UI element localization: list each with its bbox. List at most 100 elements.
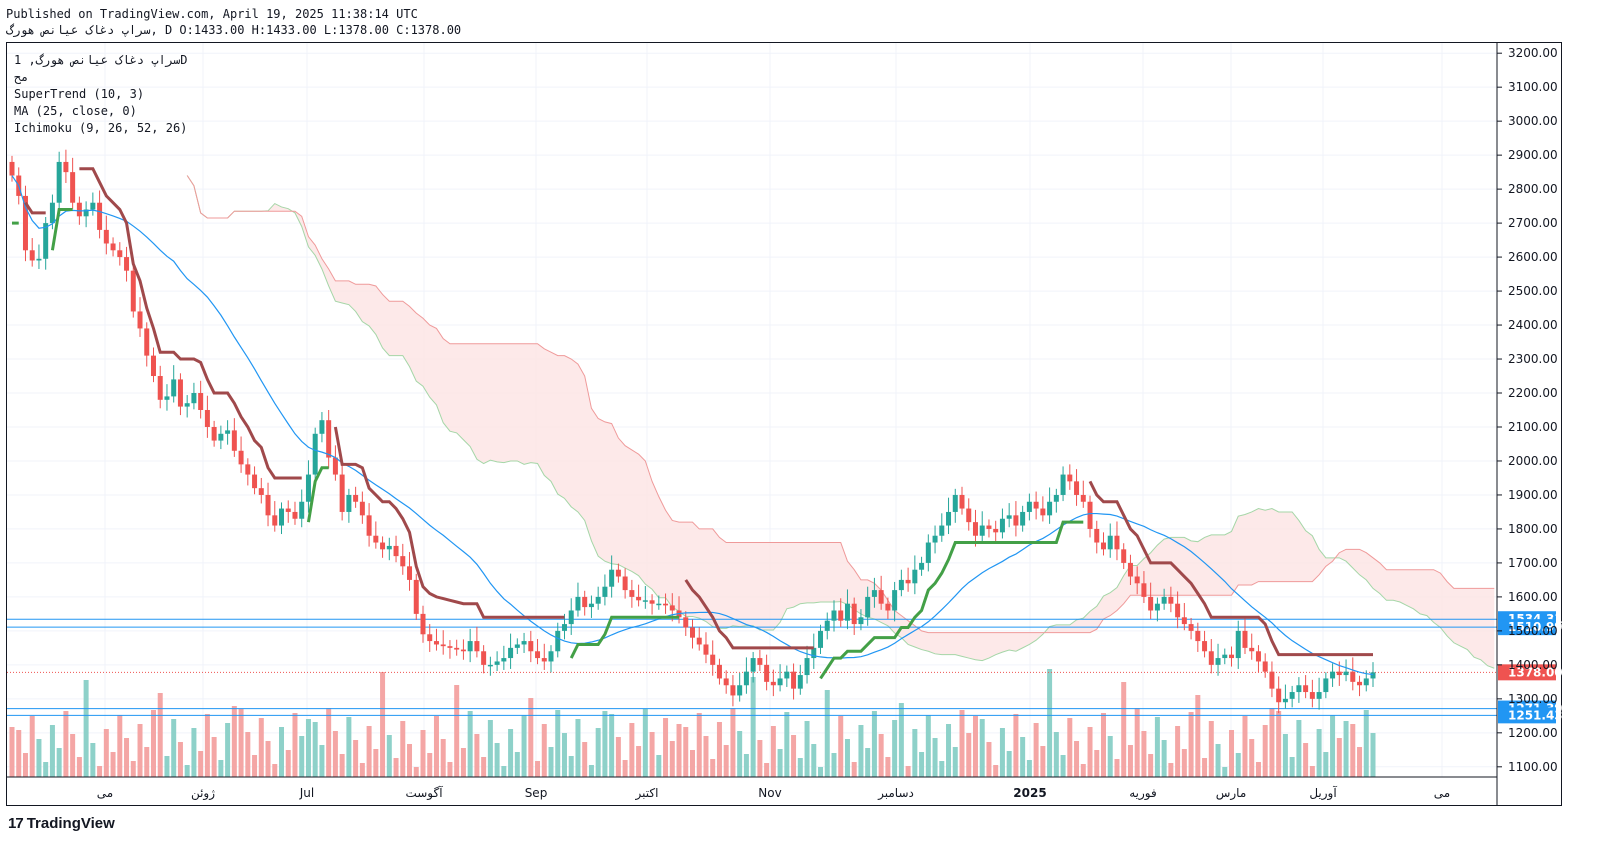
candle-body bbox=[386, 545, 392, 550]
volume-bar bbox=[898, 703, 904, 777]
volume-bar bbox=[952, 747, 958, 777]
volume-bar bbox=[514, 752, 520, 777]
volume-bar bbox=[966, 733, 972, 777]
volume-bar bbox=[1114, 759, 1120, 777]
volume-bar bbox=[838, 716, 844, 777]
volume-bar bbox=[1330, 715, 1336, 777]
candle-body bbox=[1336, 671, 1342, 676]
candle-body bbox=[494, 661, 500, 665]
volume-bar bbox=[467, 711, 473, 777]
candle-body bbox=[1343, 671, 1349, 676]
volume-bar bbox=[494, 743, 500, 777]
legend-supertrend[interactable]: SuperTrend (10, 3) bbox=[14, 87, 144, 101]
candle-body bbox=[1127, 562, 1133, 577]
candle-body bbox=[1040, 508, 1046, 516]
volume-bar bbox=[730, 708, 736, 777]
candle-body bbox=[696, 637, 702, 645]
x-tick-label: مارس bbox=[1216, 786, 1247, 801]
tradingview-logo-icon: 17 bbox=[8, 815, 24, 832]
legend-ichimoku[interactable]: Ichimoku (9, 26, 52, 26) bbox=[14, 121, 187, 135]
candle-body bbox=[1242, 630, 1248, 648]
supertrend-segment bbox=[79, 167, 302, 480]
volume-bar bbox=[1242, 716, 1248, 777]
volume-bar bbox=[669, 741, 675, 777]
candle-body bbox=[811, 647, 817, 659]
volume-bar bbox=[656, 755, 662, 777]
volume-bar bbox=[501, 766, 507, 777]
candle-body bbox=[487, 664, 493, 667]
candle-body bbox=[1100, 542, 1106, 550]
candle-body bbox=[1026, 501, 1032, 512]
candle-body bbox=[561, 624, 567, 631]
volume-bar bbox=[1074, 741, 1080, 777]
candle-body bbox=[770, 681, 776, 686]
volume-bar bbox=[339, 754, 345, 777]
volume-bar bbox=[885, 757, 891, 777]
candle-body bbox=[124, 257, 130, 271]
volume-bar bbox=[696, 713, 702, 777]
candle-body bbox=[952, 494, 958, 512]
candle-body bbox=[979, 525, 985, 536]
volume-bar bbox=[97, 766, 103, 777]
volume-bar bbox=[892, 720, 898, 777]
volume-bar bbox=[818, 767, 824, 777]
candle-body bbox=[299, 501, 305, 519]
volume-bar bbox=[238, 709, 244, 777]
y-tick-label: 3200.00 bbox=[1508, 46, 1558, 60]
candle-body bbox=[144, 328, 150, 356]
volume-bar bbox=[1215, 744, 1221, 777]
y-tick-label: 2000.00 bbox=[1508, 454, 1558, 468]
candle-body bbox=[1067, 474, 1073, 482]
candle-body bbox=[946, 511, 952, 526]
supertrend-segment bbox=[819, 520, 1084, 680]
legend-ma[interactable]: MA (25, close, 0) bbox=[14, 104, 137, 118]
candle-body bbox=[514, 644, 520, 648]
volume-bar bbox=[211, 737, 217, 777]
candle-body bbox=[1080, 494, 1086, 502]
candle-body bbox=[750, 658, 756, 672]
price-badge-label: 1251.43 bbox=[1508, 708, 1563, 722]
volume-bar bbox=[932, 738, 938, 777]
volume-bar bbox=[22, 753, 28, 777]
volume-bars bbox=[9, 669, 1376, 777]
volume-bar bbox=[305, 719, 311, 777]
volume-bar bbox=[555, 710, 561, 777]
ma-line bbox=[11, 175, 1374, 676]
candle-body bbox=[103, 229, 109, 244]
volume-bar bbox=[117, 715, 123, 777]
volume-bar bbox=[1316, 729, 1322, 777]
candle-body bbox=[258, 488, 264, 495]
candle-body bbox=[339, 474, 345, 512]
ma-25-line bbox=[11, 175, 1374, 676]
volume-bar bbox=[1134, 708, 1140, 777]
candle-body bbox=[1020, 511, 1026, 526]
legend-exchange: مح bbox=[14, 70, 28, 84]
volume-bar bbox=[1161, 740, 1167, 777]
volume-bar bbox=[407, 744, 413, 777]
volume-bar bbox=[1127, 745, 1133, 777]
candle-body bbox=[1168, 596, 1174, 604]
volume-bar bbox=[615, 737, 621, 777]
volume-bar bbox=[865, 748, 871, 777]
candle-body bbox=[791, 671, 797, 689]
candle-body bbox=[885, 603, 891, 611]
volume-bar bbox=[683, 727, 689, 777]
volume-bar bbox=[49, 725, 55, 777]
candle-body bbox=[1323, 678, 1329, 693]
y-tick-label: 2600.00 bbox=[1508, 250, 1558, 264]
volume-bar bbox=[1195, 695, 1201, 777]
candle-body bbox=[703, 644, 709, 655]
candle-body bbox=[43, 223, 49, 259]
candle-body bbox=[1249, 647, 1255, 652]
candle-body bbox=[9, 161, 15, 176]
volume-bar bbox=[770, 726, 776, 777]
y-tick-label: 1500.00 bbox=[1508, 624, 1558, 638]
volume-bar bbox=[1208, 721, 1214, 777]
chart-frame bbox=[6, 42, 1562, 806]
candle-body bbox=[467, 641, 473, 652]
supertrend-segment bbox=[24, 201, 46, 215]
candle-body bbox=[1350, 671, 1356, 682]
candle-body bbox=[1148, 596, 1154, 611]
candle-body bbox=[238, 450, 244, 465]
